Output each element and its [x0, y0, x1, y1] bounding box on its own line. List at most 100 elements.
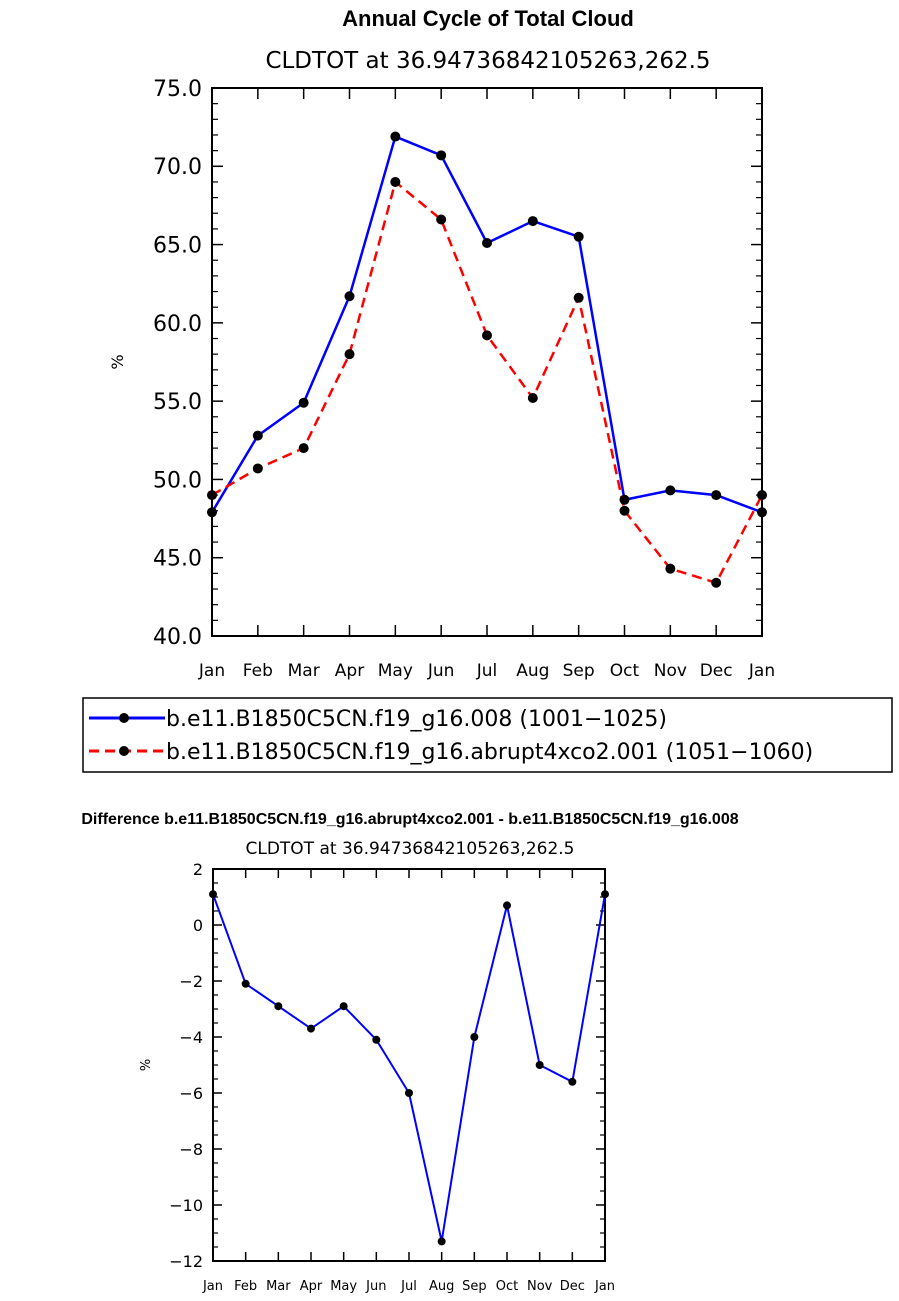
top-y-axis: 40.0 45.0 50.0 55.0 60.0 65.0 70.0 75.0	[153, 77, 762, 650]
data-point	[527, 393, 538, 404]
data-point	[437, 1237, 446, 1246]
y-tick-label: 2	[193, 860, 203, 879]
x-tick-label: Jan	[748, 661, 775, 681]
y-tick-label: 65.0	[153, 233, 202, 258]
data-point	[573, 231, 584, 242]
y-tick-label: −8	[179, 1140, 203, 1159]
data-point	[307, 1024, 315, 1033]
data-point	[757, 490, 767, 501]
data-point	[482, 330, 492, 341]
top-x-axis: Jan Feb Mar Apr May Jun Jul Aug Sep Oct Nov Dec Jan	[198, 88, 775, 681]
x-tick-label: Oct	[610, 661, 640, 681]
bottom-y-axis-label: %	[139, 1059, 154, 1071]
top-plot-frame	[211, 87, 763, 637]
data-point	[405, 1089, 413, 1097]
y-tick-label: −2	[179, 972, 203, 991]
x-tick-label: Apr	[335, 661, 364, 681]
data-point	[390, 131, 401, 142]
data-point	[482, 238, 492, 249]
y-tick-label: 50.0	[153, 468, 202, 493]
data-point	[298, 397, 309, 408]
data-point	[298, 443, 309, 454]
bottom-series-group	[209, 890, 609, 1246]
x-tick-label: Jun	[365, 1279, 386, 1294]
data-point	[209, 890, 217, 899]
x-tick-label: Sep	[563, 661, 595, 681]
x-tick-label: Jul	[476, 661, 498, 681]
x-tick-label: Jun	[427, 661, 455, 681]
x-tick-label: Aug	[516, 661, 549, 681]
legend-marker-control	[119, 713, 129, 723]
data-point	[344, 349, 355, 360]
x-tick-label: Oct	[496, 1279, 518, 1294]
y-tick-label: 75.0	[153, 77, 202, 102]
top-y-axis-label: %	[108, 354, 127, 369]
data-point	[207, 507, 217, 518]
data-point	[619, 494, 630, 505]
y-tick-label: 45.0	[153, 547, 202, 572]
data-point	[390, 176, 401, 187]
data-point	[344, 291, 355, 302]
x-tick-label: May	[330, 1279, 357, 1294]
bottom-chart-title: Difference b.e11.B1850C5CN.f19_g16.abrup…	[81, 811, 738, 828]
legend-label-control: b.e11.B1850C5CN.f19_g16.008 (1001−1025)	[166, 707, 667, 732]
legend-marker-abrupt4xco2	[119, 746, 129, 756]
x-tick-label: Dec	[560, 1279, 585, 1294]
x-tick-label: May	[378, 661, 413, 681]
bottom-y-axis: −12 −10 −8 −6 −4 −2 0 2	[169, 860, 605, 1271]
x-tick-label: Mar	[288, 661, 320, 681]
data-point	[339, 1002, 348, 1011]
legend: b.e11.B1850C5CN.f19_g16.008 (1001−1025) …	[82, 697, 893, 773]
y-tick-label: 40.0	[153, 625, 202, 650]
y-tick-label: 55.0	[153, 390, 202, 415]
data-point	[711, 577, 722, 588]
data-point	[601, 890, 609, 899]
x-tick-label: Apr	[300, 1279, 323, 1294]
data-point	[568, 1077, 577, 1086]
data-point	[252, 430, 263, 441]
data-point	[274, 1002, 283, 1011]
data-point	[470, 1033, 479, 1041]
top-chart-title: Annual Cycle of Total Cloud	[342, 6, 634, 31]
x-tick-label: Jan	[594, 1279, 615, 1294]
x-tick-label: Jan	[198, 661, 225, 681]
bottom-plot-frame	[212, 868, 606, 1262]
x-tick-label: Jul	[400, 1279, 417, 1294]
data-point	[372, 1035, 381, 1044]
data-point	[207, 490, 217, 501]
data-point	[436, 214, 447, 225]
data-point	[665, 485, 676, 496]
data-point	[535, 1061, 544, 1069]
y-tick-label: −10	[169, 1196, 203, 1215]
data-point	[711, 490, 722, 501]
data-point	[573, 292, 584, 303]
data-point	[757, 507, 767, 518]
data-point	[503, 901, 511, 910]
bottom-x-axis: Jan Feb Mar Apr May Jun Jul Aug Sep Oct Nov Dec Jan	[202, 869, 615, 1294]
y-tick-label: 0	[193, 916, 203, 935]
x-tick-label: Nov	[654, 661, 687, 681]
x-tick-label: Aug	[429, 1279, 454, 1294]
bottom-chart-subtitle: CLDTOT at 36.94736842105263,262.5	[245, 839, 574, 859]
legend-label-abrupt4xco2: b.e11.B1850C5CN.f19_g16.abrupt4xco2.001 …	[166, 740, 813, 765]
x-tick-label: Dec	[700, 661, 733, 681]
legend-box	[82, 697, 893, 773]
top-chart-subtitle: CLDTOT at 36.94736842105263,262.5	[265, 48, 710, 74]
data-point	[619, 505, 630, 516]
y-tick-label: 60.0	[153, 312, 202, 337]
x-tick-label: Jan	[202, 1279, 223, 1294]
x-tick-label: Mar	[266, 1279, 291, 1294]
y-tick-label: −6	[179, 1084, 203, 1103]
x-tick-label: Nov	[527, 1279, 553, 1294]
top-chart: Annual Cycle of Total Cloud CLDTOT at 36…	[108, 6, 775, 681]
x-tick-label: Feb	[234, 1279, 257, 1294]
series-line-0	[212, 893, 606, 1243]
x-tick-label: Sep	[462, 1279, 487, 1294]
data-point	[252, 463, 263, 474]
x-tick-label: Feb	[243, 661, 273, 681]
y-tick-label: 70.0	[153, 155, 202, 180]
data-point	[241, 979, 250, 988]
series-line-0	[210, 135, 763, 514]
data-point	[527, 216, 538, 227]
